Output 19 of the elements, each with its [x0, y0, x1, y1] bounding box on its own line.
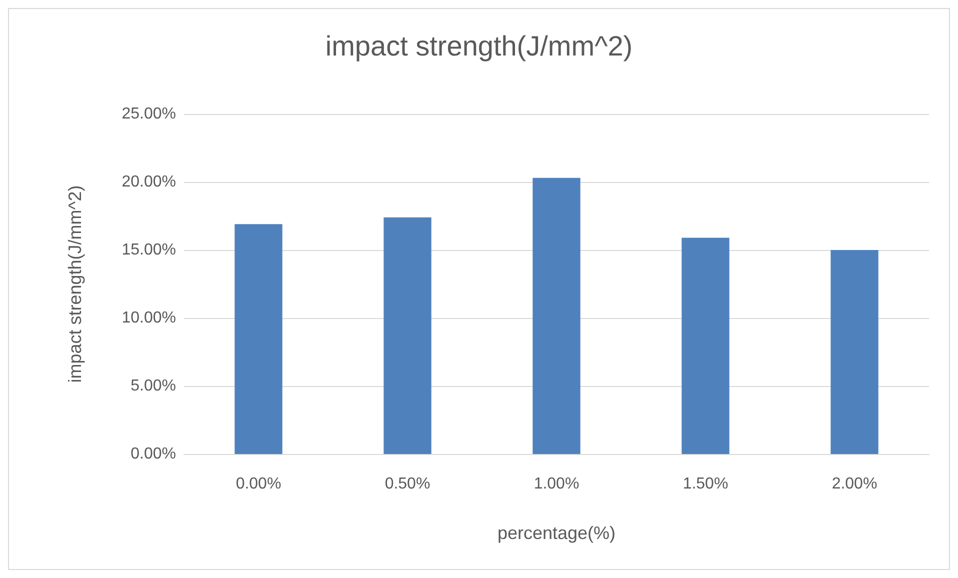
bar — [830, 250, 878, 454]
x-tick-label: 1.00% — [534, 476, 580, 492]
x-tick-label: 0.50% — [384, 476, 430, 492]
bar — [234, 224, 282, 454]
y-tick-label: 15.00% — [122, 242, 176, 258]
y-tick-label: 10.00% — [122, 310, 176, 326]
y-axis-title: impact strength(J/mm^2) — [65, 185, 85, 383]
y-tick-label: 0.00% — [130, 446, 176, 462]
x-axis-title: percentage(%) — [497, 523, 616, 543]
bar — [384, 217, 432, 454]
x-tick-label: 2.00% — [832, 476, 878, 492]
x-tick-label: 0.00% — [236, 476, 282, 492]
bar — [682, 238, 730, 454]
y-tick-label: 25.00% — [122, 106, 176, 122]
x-tick-label: 1.50% — [682, 476, 728, 492]
chart-title: impact strength(J/mm^2) — [325, 30, 633, 62]
y-tick-label: 20.00% — [122, 174, 176, 190]
y-tick-label: 5.00% — [130, 378, 176, 394]
bar — [532, 178, 580, 454]
